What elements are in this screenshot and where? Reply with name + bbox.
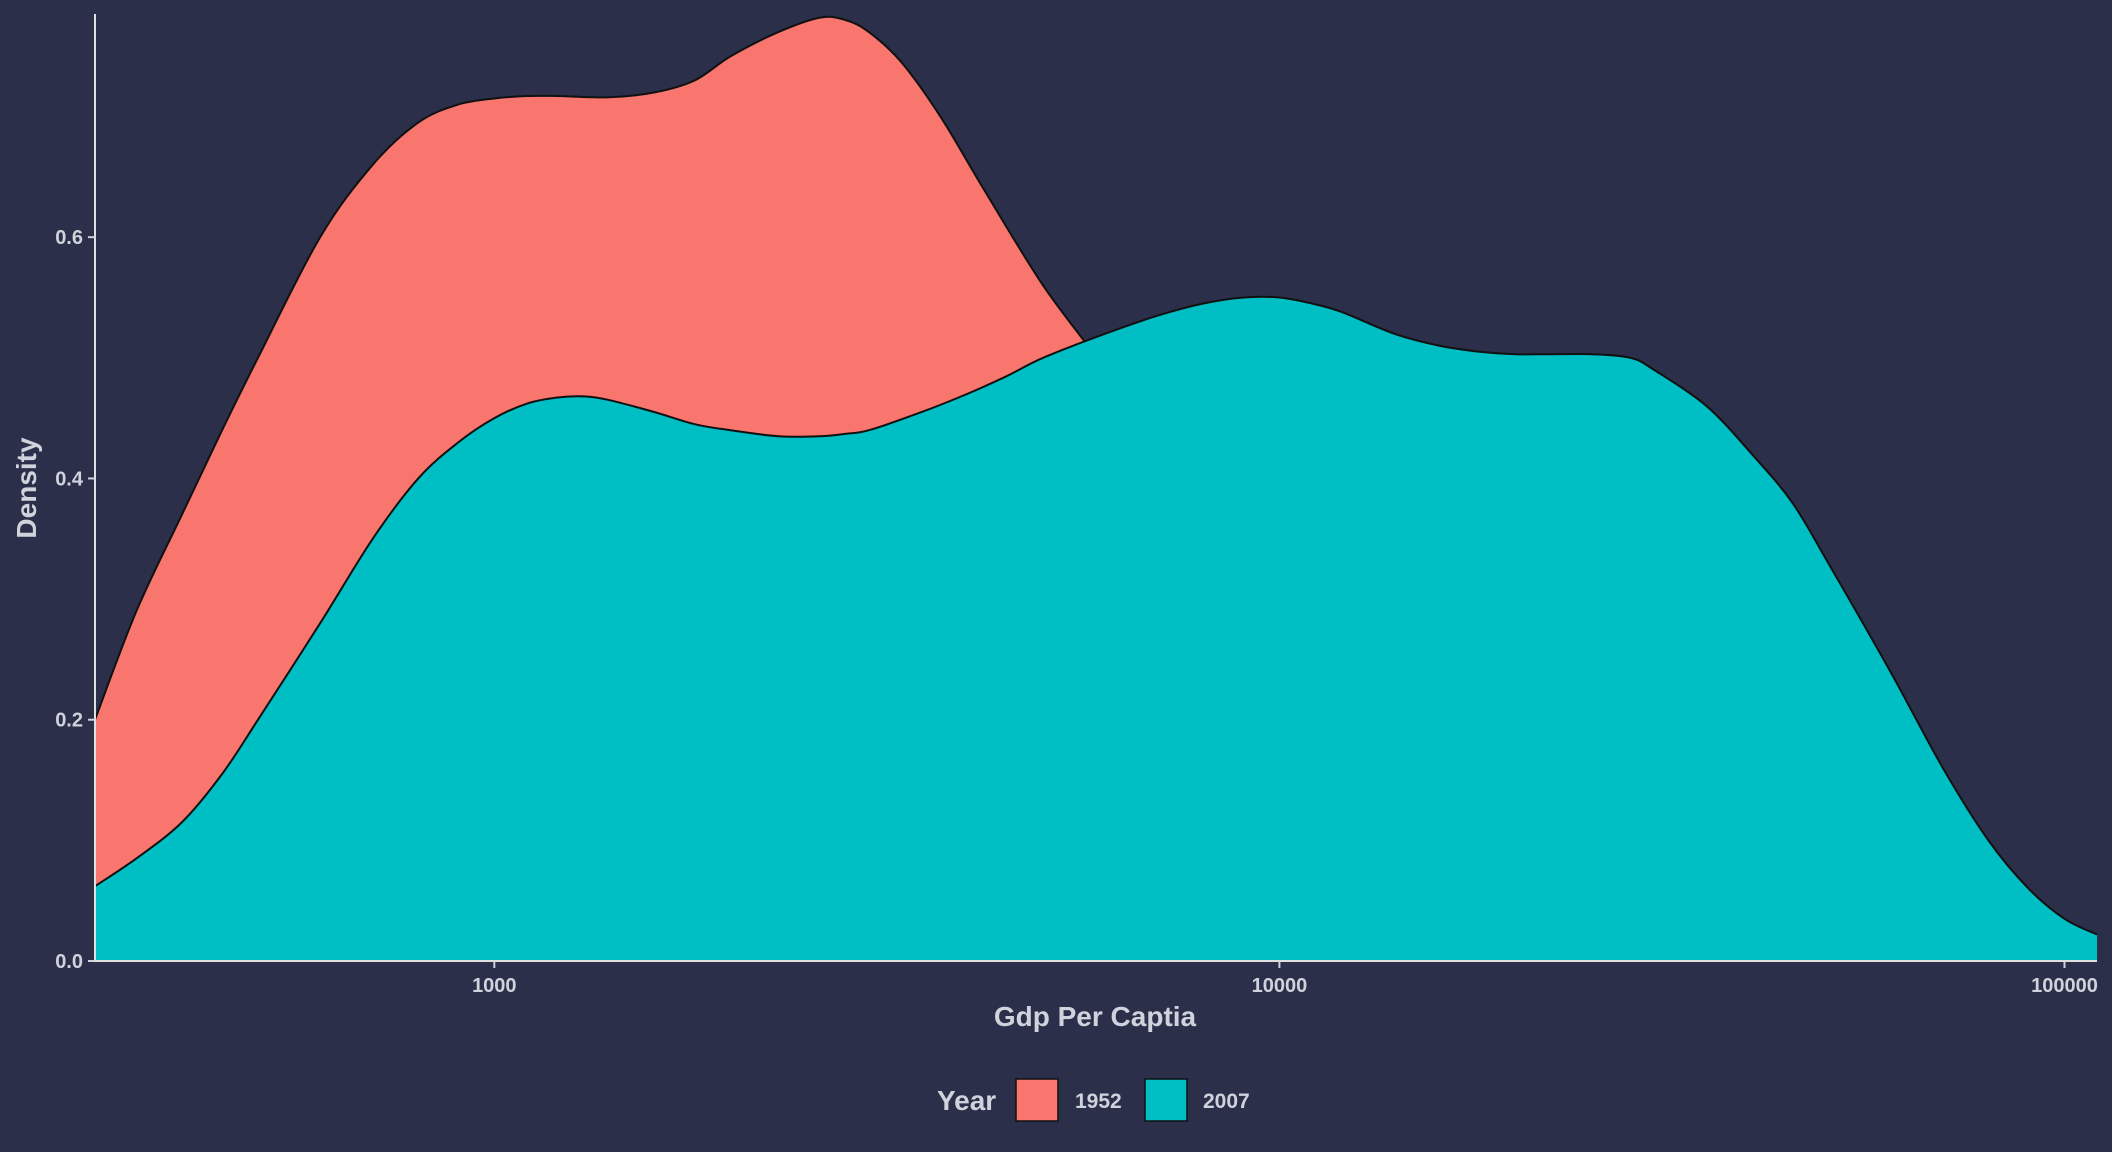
x-tick-label: 10000 [1252,975,1308,997]
y-tick-label: 0.4 [55,468,84,490]
legend-title: Year [937,1085,996,1116]
x-axis-title: Gdp Per Captia [994,1001,1197,1032]
x-axis-ticks: 1000 10000 100000 [472,961,2098,997]
legend-swatch-2007 [1144,1078,1188,1122]
density-area-2007 [95,296,2097,961]
density-areas [94,15,2098,962]
y-tick-label: 0.6 [55,227,83,249]
y-axis-title: Density [11,437,42,539]
legend-label-1952: 1952 [1075,1090,1122,1113]
y-axis-ticks: 0.0 0.2 0.4 0.6 [55,227,95,973]
x-tick-label: 1000 [472,975,517,997]
y-tick-label: 0.0 [55,951,83,973]
legend: Year 1952 2007 [937,1078,1250,1122]
legend-label-2007: 2007 [1203,1090,1250,1113]
y-tick-label: 0.2 [55,710,83,732]
x-tick-label: 100000 [2031,975,2098,997]
density-outline-2007 [94,295,2098,936]
legend-swatch-1952 [1015,1078,1059,1122]
